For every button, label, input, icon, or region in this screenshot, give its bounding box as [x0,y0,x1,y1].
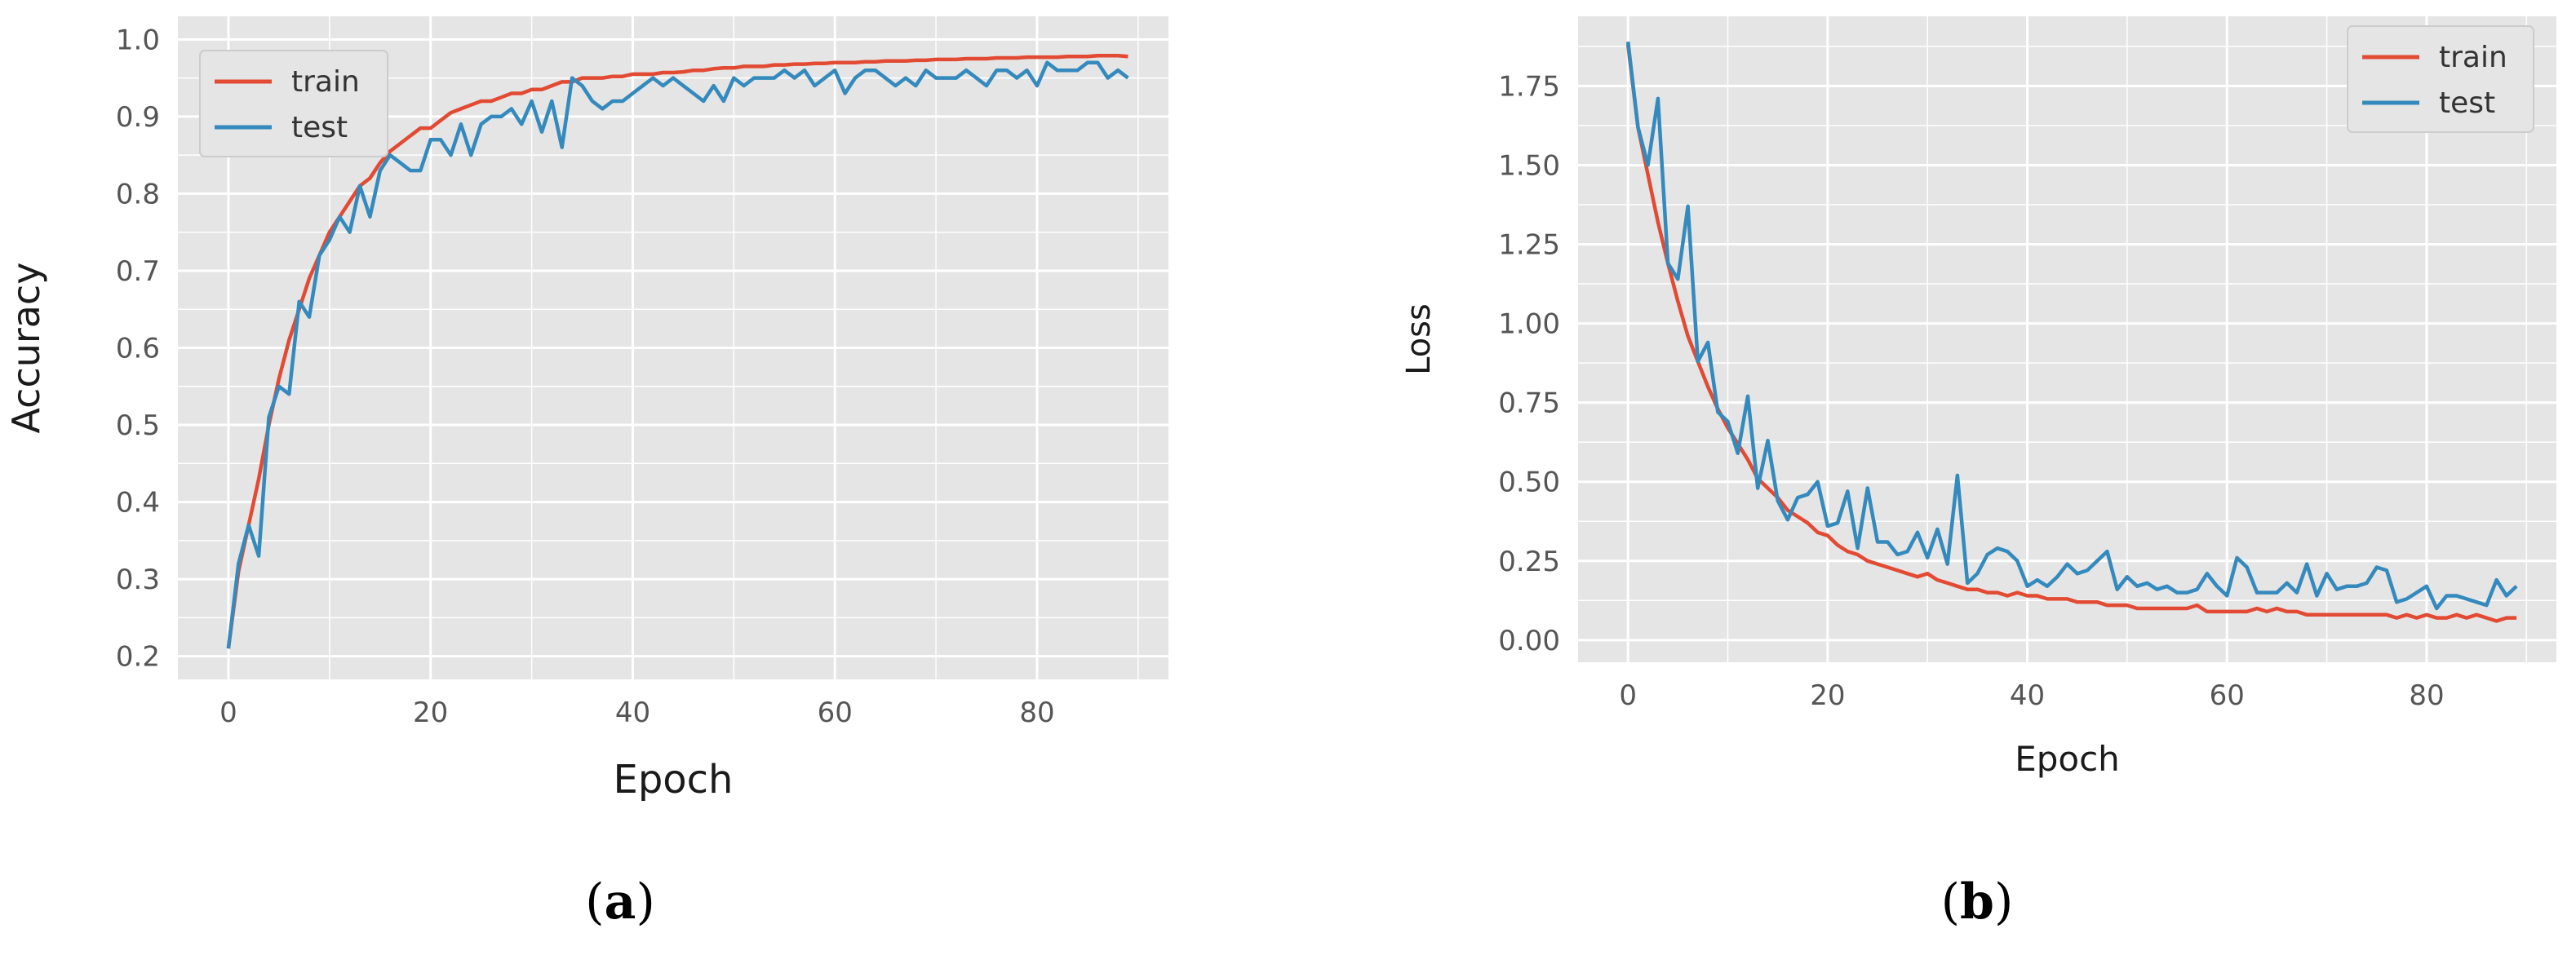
x-axis-label: Epoch [2015,739,2120,779]
y-tick-label: 1.50 [1498,149,1560,182]
x-tick-label: 40 [2010,679,2045,712]
y-tick-label: 1.75 [1498,70,1560,103]
y-axis-label: Accuracy [4,262,48,433]
y-tick-label: 0.25 [1498,546,1560,578]
y-tick-label: 1.00 [1498,308,1560,341]
y-tick-label: 0.2 [116,641,160,674]
x-tick-label: 60 [2210,679,2245,712]
y-axis-label: Loss [1400,303,1438,375]
y-tick-label: 1.0 [116,24,160,56]
y-tick-label: 0.4 [116,487,160,520]
y-tick-label: 1.25 [1498,229,1560,262]
y-tick-label: 0.5 [116,409,160,442]
x-axis-label: Epoch [614,757,734,803]
caption-paren-open: ( [585,873,604,931]
legend: train test [199,50,388,157]
x-tick-label: 80 [1019,696,1054,729]
legend-label-train: train [291,65,360,99]
panel-caption: (b) [1941,873,2014,931]
y-tick-label: 0.75 [1498,387,1560,420]
series-line-test [1625,41,2518,611]
x-tick-label: 0 [1619,679,1637,712]
series-line-test [226,60,1129,649]
x-tick-label: 20 [413,696,448,729]
x-tick-label: 20 [1810,679,1845,712]
y-tick-label: 0.50 [1498,467,1560,499]
y-tick-label: 0.7 [116,255,160,288]
y-tick-label: 0.8 [116,178,160,210]
legend-label-train: train [2439,41,2507,74]
caption-paren-close: ) [636,873,654,931]
loss-chart: 0 20 40 60 80 0.00 0.25 0.50 0.75 1.00 1.25 1.50 1.7… [1400,16,2556,931]
x-tick-label: 80 [2409,679,2444,712]
accuracy-chart: 0 20 40 60 80 0.2 0.3 0.4 0.5 0.6 0.7 0.8 0.9 1.0 Epoc… [4,16,1168,931]
x-tick-label: 0 [219,696,237,729]
panel-caption: (a) [585,873,655,931]
legend: train test [2347,25,2534,133]
y-tick-label: 0.9 [116,101,160,134]
caption-paren-open: ( [1941,873,1960,931]
y-tick-label: 0.6 [116,333,160,365]
caption-letter: a [605,873,636,931]
legend-box [199,50,388,157]
series-line-train [226,53,1128,649]
legend-label-test: test [2439,86,2495,120]
legend-box [2347,25,2534,133]
x-tick-label: 60 [818,696,853,729]
legend-label-test: test [291,111,348,144]
y-tick-label: 0.3 [116,564,160,596]
x-tick-label: 40 [615,696,650,729]
caption-paren-close: ) [1994,873,2013,931]
caption-letter: b [1960,873,1994,931]
y-tick-label: 0.00 [1498,625,1560,657]
